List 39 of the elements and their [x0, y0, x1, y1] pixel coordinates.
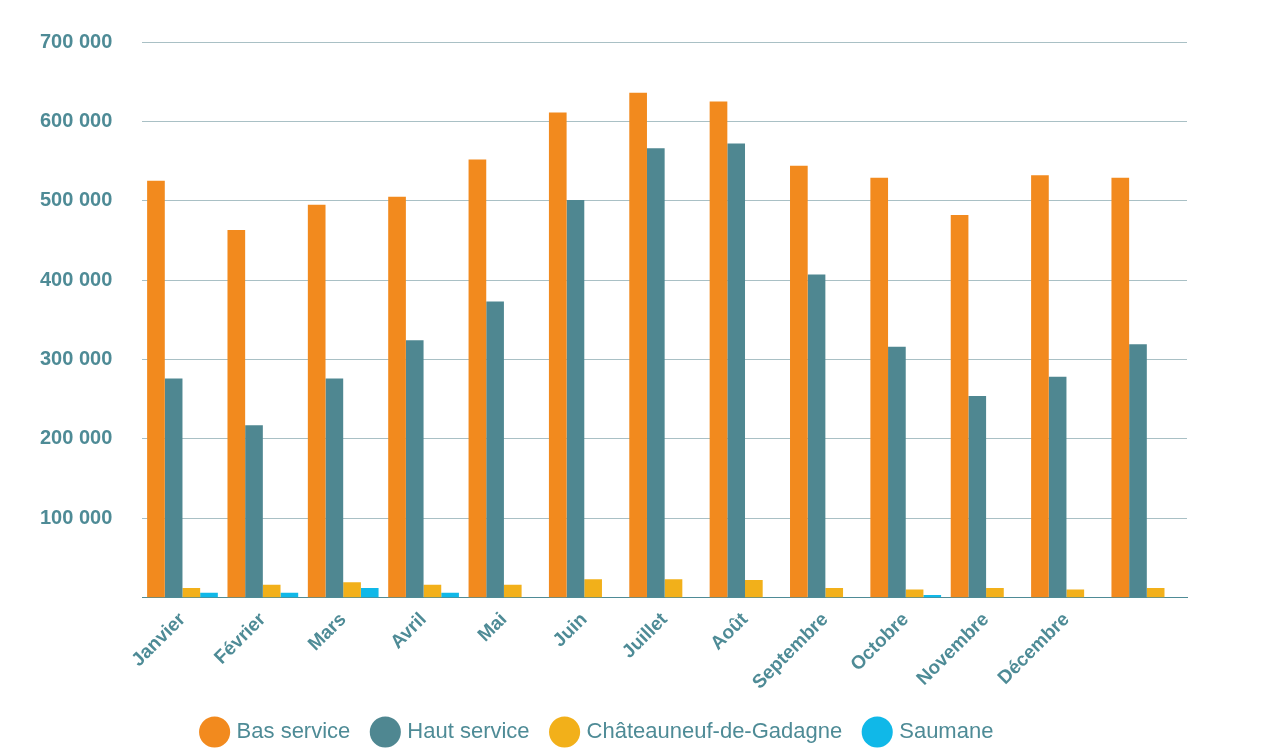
bar: [182, 587, 201, 598]
bar: [825, 587, 844, 598]
y-tick-label: 300 000: [40, 346, 113, 369]
bar: [360, 587, 379, 598]
bar: [388, 196, 406, 598]
y-tick-label: 700 000: [40, 29, 113, 52]
bar: [584, 579, 602, 598]
legend-label: Saumane: [899, 718, 994, 744]
legend-label: Bas service: [236, 718, 351, 744]
bar: [1111, 177, 1130, 598]
bar: [986, 587, 1004, 598]
x-tick-label: Mai: [473, 608, 511, 646]
bar: [629, 92, 647, 598]
bar: [503, 584, 522, 598]
bar: [790, 165, 808, 598]
bar: [307, 204, 326, 598]
y-tick-label: 100 000: [40, 505, 113, 528]
y-tick-label: 500 000: [40, 188, 113, 211]
bar: [423, 584, 442, 598]
legend-label: Châteauneuf-de-Gadagne: [586, 718, 843, 744]
bar: [147, 180, 165, 598]
bar: [1066, 589, 1085, 598]
bar: [227, 230, 246, 598]
bar: [745, 579, 763, 598]
legend-label: Haut service: [407, 718, 530, 744]
bar: [343, 582, 361, 598]
y-tick-label: 200 000: [40, 426, 113, 449]
x-tick-label: Juin: [548, 608, 591, 651]
bar: [1031, 175, 1049, 598]
bar: [1146, 587, 1165, 598]
bar: [262, 584, 281, 598]
bar: [468, 159, 487, 598]
bar: [664, 579, 683, 598]
bar: [709, 101, 728, 598]
y-tick-label: 400 000: [40, 267, 113, 290]
bar: [870, 177, 889, 598]
bar: [548, 112, 567, 598]
y-tick-label: 600 000: [40, 108, 113, 131]
bar: [950, 214, 969, 598]
